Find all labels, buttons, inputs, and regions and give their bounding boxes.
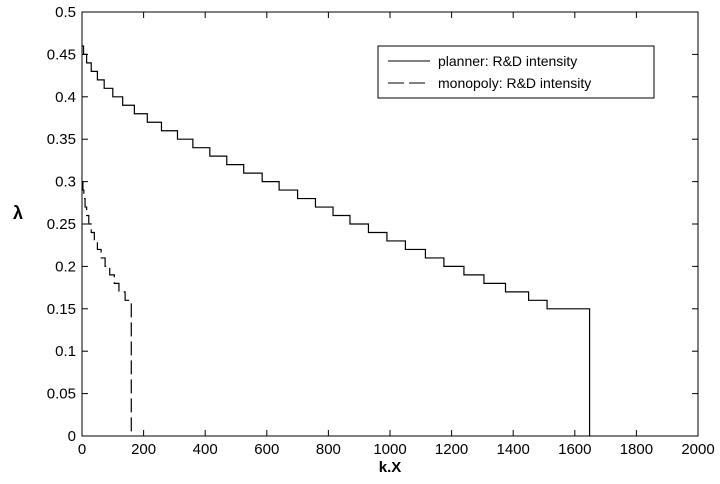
x-tick-label: 2000 (681, 441, 714, 458)
y-tick-label: 0.5 (55, 4, 76, 21)
legend-box (377, 45, 655, 99)
y-axis: 0 0.05 0.1 0.15 0.2 0.25 0.3 0.35 0.4 0.45 0.5 (47, 4, 698, 445)
y-tick-label: 0.4 (55, 89, 76, 106)
x-tick-label: 1400 (497, 441, 530, 458)
y-tick-label: 0.05 (47, 386, 76, 403)
x-tick-label: 1200 (435, 441, 468, 458)
y-tick-label: 0.25 (47, 216, 76, 233)
y-tick-label: 0.35 (47, 131, 76, 148)
x-tick-label: 800 (316, 441, 341, 458)
y-tick-label: 0.15 (47, 301, 76, 318)
x-tick-label: 1800 (620, 441, 653, 458)
y-tick-label: 0.1 (55, 343, 76, 360)
x-tick-label: 600 (254, 441, 279, 458)
series-line-monopoly (82, 181, 132, 436)
x-tick-label: 1600 (558, 441, 591, 458)
x-tick-label: 0 (78, 441, 86, 458)
x-tick-label: 1000 (373, 441, 406, 458)
x-tick-label: 200 (131, 441, 156, 458)
y-tick-label: 0.2 (55, 258, 76, 275)
legend: planner: R&D intensity monopoly: R&D int… (377, 45, 655, 99)
series-line-planner (82, 45, 591, 436)
x-axis: 0 200 400 600 800 1000 1200 1400 1600 1800 2000 (78, 12, 715, 458)
series-layer (82, 45, 591, 436)
x-axis-title: k.X (379, 459, 402, 476)
legend-label-monopoly: monopoly: R&D intensity (438, 75, 591, 91)
y-tick-label: 0 (68, 428, 76, 445)
y-tick-label: 0.45 (47, 46, 76, 63)
x-tick-label: 400 (193, 441, 218, 458)
y-axis-title: λ (13, 203, 23, 223)
y-tick-label: 0.3 (55, 174, 76, 191)
legend-label-planner: planner: R&D intensity (438, 53, 577, 69)
